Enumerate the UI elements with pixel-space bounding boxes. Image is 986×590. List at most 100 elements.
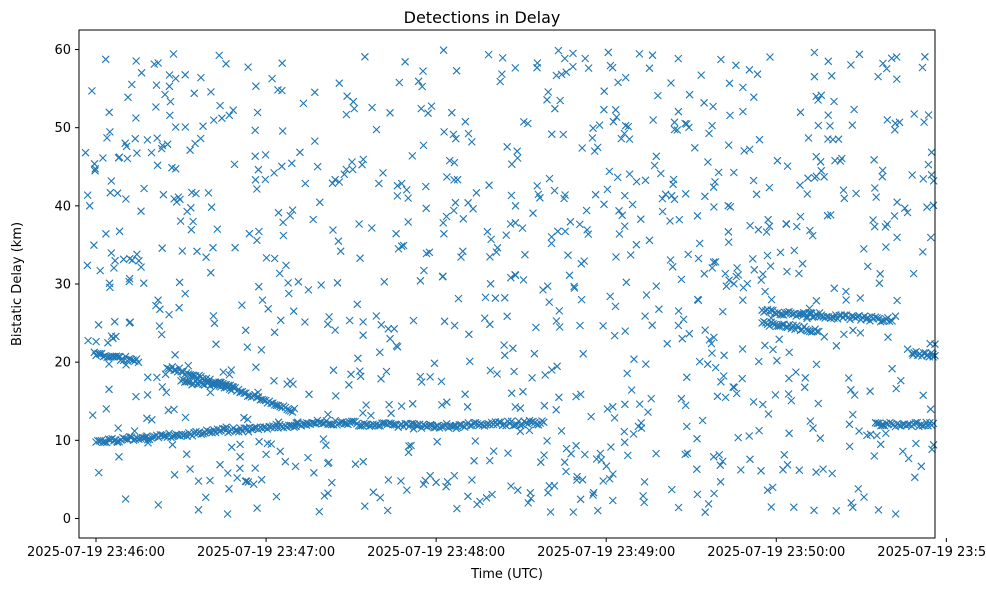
- detection-marker: [181, 70, 190, 79]
- detection-marker: [417, 378, 426, 386]
- detection-marker: [764, 410, 773, 418]
- detection-marker: [486, 279, 495, 288]
- detection-marker: [757, 276, 766, 284]
- detection-marker: [704, 500, 713, 508]
- detection-marker: [114, 424, 123, 432]
- detection-marker: [888, 364, 896, 373]
- detection-marker: [717, 55, 725, 64]
- detection-marker: [484, 50, 493, 59]
- detection-marker: [380, 277, 389, 286]
- detection-marker: [878, 166, 887, 175]
- detection-marker: [102, 405, 111, 413]
- detection-marker: [729, 168, 738, 177]
- detection-marker: [845, 442, 854, 451]
- detection-marker: [890, 212, 899, 220]
- detection-marker: [618, 211, 627, 220]
- detection-marker: [692, 465, 701, 474]
- detection-marker: [847, 61, 855, 69]
- detection-marker: [519, 387, 527, 396]
- detection-marker: [511, 201, 520, 210]
- x-tick-label: 2025-07-19 23:47:00: [197, 545, 335, 560]
- detection-marker: [547, 233, 556, 241]
- detection-marker: [569, 62, 577, 71]
- detection-marker: [168, 163, 176, 172]
- detection-marker: [147, 148, 156, 157]
- detection-marker: [335, 79, 344, 88]
- detection-marker: [890, 125, 899, 134]
- detection-marker: [115, 452, 123, 461]
- detection-marker: [533, 182, 542, 190]
- detection-marker: [796, 181, 804, 190]
- detection-marker: [553, 227, 562, 236]
- detection-marker: [718, 307, 727, 316]
- detection-marker: [854, 485, 863, 493]
- detection-marker: [473, 500, 481, 509]
- detection-marker: [845, 420, 854, 429]
- detection-marker: [641, 176, 650, 185]
- detection-marker: [506, 273, 515, 282]
- detection-marker: [404, 218, 413, 226]
- detection-marker: [518, 224, 527, 232]
- detection-marker: [458, 247, 467, 256]
- detection-marker: [785, 429, 793, 438]
- detection-marker: [342, 110, 351, 119]
- detection-marker: [334, 237, 343, 246]
- detection-marker: [796, 212, 805, 221]
- detection-marker: [645, 236, 654, 245]
- y-tick-label: 10: [54, 434, 71, 449]
- detection-marker: [579, 349, 588, 358]
- detection-marker: [507, 482, 515, 490]
- detection-marker: [768, 483, 777, 492]
- detection-marker: [700, 269, 709, 278]
- detection-marker: [450, 158, 459, 167]
- detection-marker: [174, 193, 183, 201]
- detection-marker: [367, 411, 375, 420]
- detection-marker: [125, 277, 134, 286]
- detection-marker: [892, 75, 901, 83]
- detection-marker: [147, 415, 156, 424]
- detection-marker: [726, 203, 735, 211]
- detection-marker: [749, 176, 758, 185]
- detection-marker: [667, 191, 676, 200]
- detection-marker: [884, 333, 892, 342]
- detection-marker: [763, 251, 772, 260]
- detection-marker: [359, 457, 368, 466]
- detection-marker: [685, 329, 694, 338]
- detection-marker: [755, 426, 763, 435]
- detection-marker: [924, 160, 933, 169]
- detection-marker: [615, 206, 623, 215]
- detection-marker: [216, 460, 224, 469]
- detection-marker: [349, 417, 358, 426]
- detection-marker: [422, 204, 431, 213]
- detection-marker: [164, 364, 173, 373]
- detection-marker: [101, 55, 110, 64]
- detection-marker: [397, 242, 406, 251]
- detection-marker: [709, 258, 718, 267]
- detection-marker: [670, 125, 679, 134]
- detection-marker: [635, 400, 644, 408]
- detection-marker: [733, 264, 741, 272]
- detection-marker: [90, 241, 98, 250]
- detection-marker: [162, 388, 171, 397]
- detection-marker: [711, 363, 720, 372]
- detection-marker: [881, 429, 890, 438]
- detection-marker: [605, 475, 614, 483]
- detection-marker: [449, 130, 458, 139]
- detection-marker: [895, 118, 904, 127]
- detection-marker: [498, 54, 507, 62]
- detection-marker: [194, 380, 202, 388]
- detection-marker: [877, 421, 885, 430]
- detection-marker: [422, 249, 431, 258]
- detection-marker: [762, 228, 771, 236]
- detection-marker: [481, 293, 490, 302]
- detection-marker: [826, 314, 835, 323]
- detection-marker: [375, 348, 384, 357]
- detection-marker: [715, 451, 724, 459]
- detection-marker: [335, 178, 344, 186]
- detection-marker: [230, 160, 239, 169]
- detection-marker: [719, 372, 728, 380]
- detection-marker: [545, 174, 554, 183]
- detection-marker: [465, 330, 473, 339]
- detection-marker: [693, 434, 701, 443]
- detection-marker: [632, 177, 641, 186]
